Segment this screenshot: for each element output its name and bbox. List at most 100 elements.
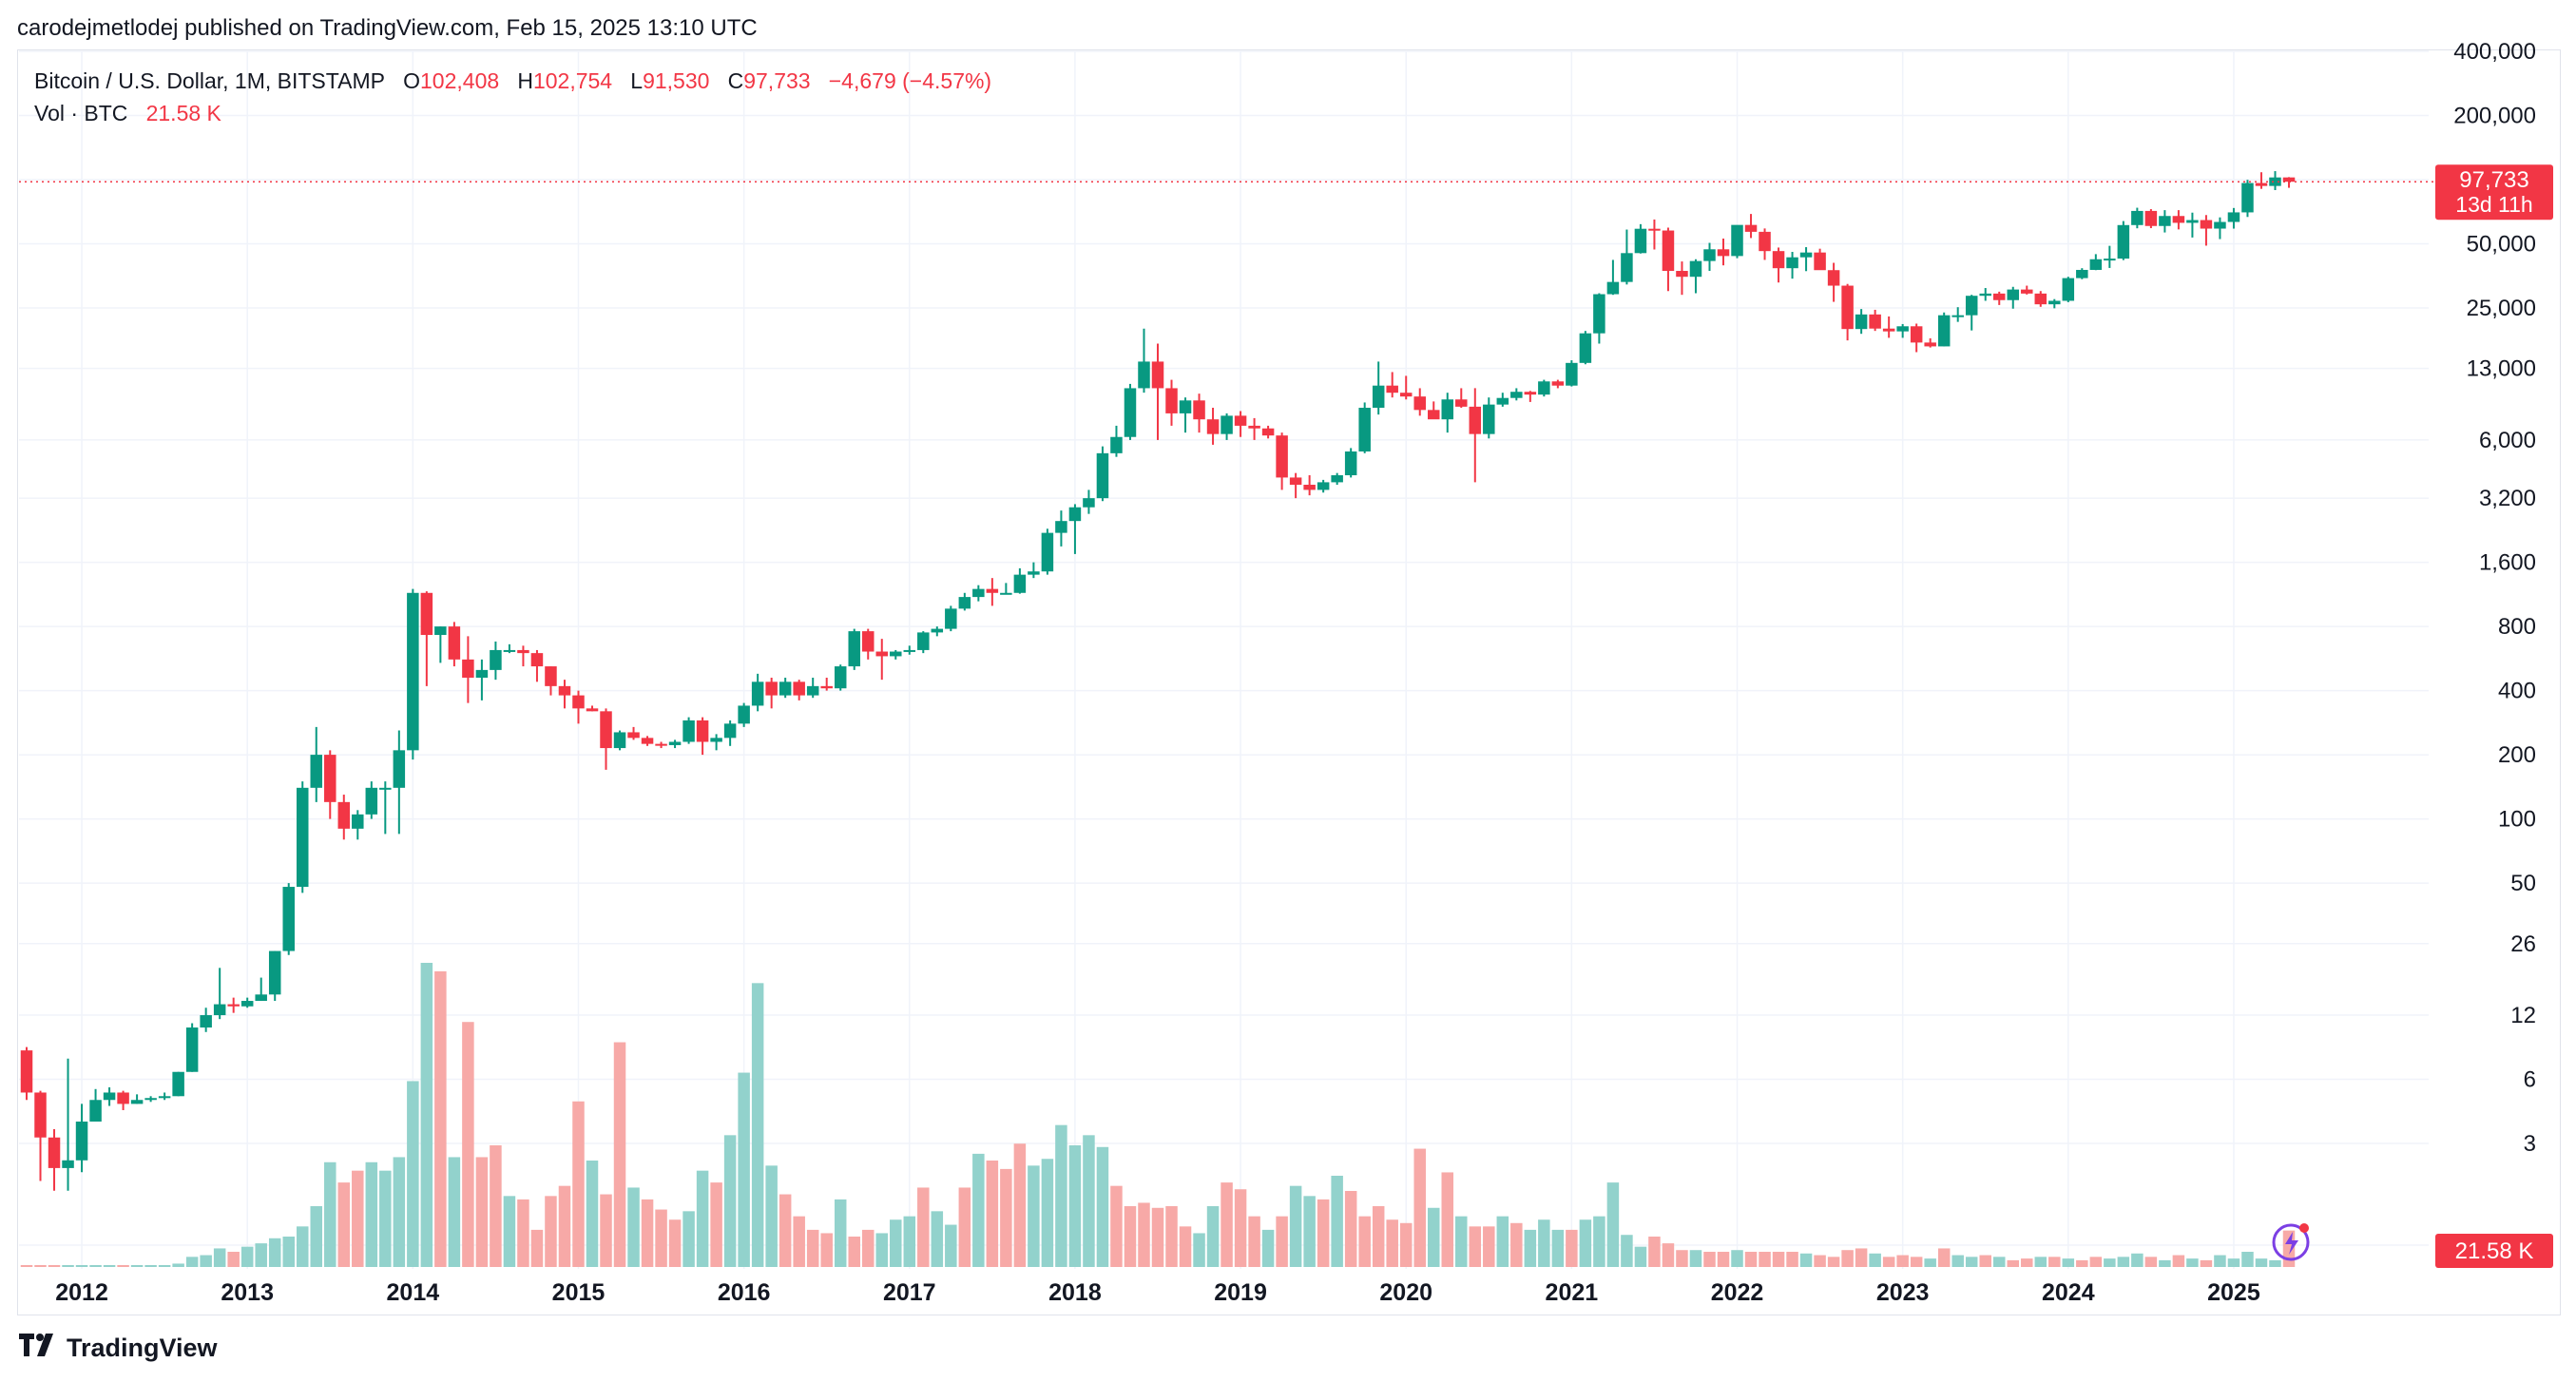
candle-body: [1538, 381, 1550, 395]
volume-bar: [1028, 1165, 1040, 1267]
volume-bar: [723, 1135, 737, 1267]
volume-bar: [2144, 1257, 2158, 1267]
candle-body: [530, 653, 544, 667]
volume-bar: [972, 1153, 985, 1267]
volume-bar: [2255, 1258, 2268, 1267]
candle-body: [1924, 342, 1936, 347]
volume-bar: [586, 1161, 599, 1267]
volume-bar: [1331, 1176, 1343, 1267]
candle-body: [103, 1092, 116, 1101]
volume-bar: [600, 1194, 612, 1267]
volume-bar: [2048, 1257, 2061, 1267]
candle-body: [1399, 393, 1413, 397]
candle-body: [1248, 425, 1260, 429]
candle-body: [1206, 419, 1220, 434]
candle-body: [2048, 300, 2061, 305]
countdown-label: 13d 11h: [2455, 192, 2532, 217]
volume-bar: [1937, 1248, 1951, 1267]
volume-bar: [185, 1257, 199, 1267]
volume-bar: [282, 1237, 295, 1267]
candle-body: [1496, 397, 1509, 405]
volume-bar: [1386, 1219, 1398, 1267]
open-label: O: [403, 68, 421, 93]
volume-bar: [1538, 1219, 1550, 1267]
volume-bar: [668, 1219, 682, 1267]
candle-body: [931, 628, 944, 633]
candle-body: [1124, 388, 1137, 437]
candle-body: [1965, 296, 1978, 316]
volume-bar: [20, 1265, 33, 1267]
candle-body: [1869, 314, 1881, 329]
volume-bar: [89, 1265, 102, 1267]
candle-body: [710, 738, 722, 742]
low-value: 91,530: [643, 68, 710, 93]
volume-bar: [1924, 1258, 1936, 1267]
volume-bar: [172, 1263, 184, 1267]
volume-bar: [1965, 1257, 1978, 1267]
candle-body: [903, 649, 916, 652]
candle-body: [558, 685, 571, 696]
candle-body: [1910, 326, 1923, 343]
ai-assistant-icon[interactable]: [2272, 1223, 2310, 1261]
candle-body: [1606, 281, 1620, 295]
y-tick-label: 12: [2510, 1003, 2536, 1028]
candle-body: [1717, 249, 1730, 257]
candle-body: [1317, 482, 1330, 490]
candle-body: [130, 1100, 144, 1104]
volume-bar: [2172, 1255, 2185, 1267]
candle-body: [986, 588, 999, 593]
volume-bar: [117, 1265, 129, 1267]
y-tick-label: 800: [2498, 614, 2536, 640]
candle-body: [793, 681, 805, 696]
volume-bar: [1717, 1252, 1730, 1267]
candle-body: [462, 659, 474, 679]
volume-bar: [1317, 1199, 1330, 1267]
volume-bar: [268, 1238, 281, 1267]
volume-bar: [517, 1199, 529, 1267]
candle-body: [379, 787, 392, 790]
volume-bar: [1455, 1216, 1468, 1267]
candle-body: [2282, 177, 2296, 182]
candle-body: [1427, 410, 1440, 420]
candle-body: [1455, 399, 1468, 407]
candle-body: [848, 631, 860, 667]
volume-bar: [751, 983, 764, 1267]
y-tick-label: 1,600: [2479, 550, 2536, 576]
volume-bar: [1744, 1252, 1758, 1267]
candle-body: [2269, 177, 2281, 186]
brand-name: TradingView: [67, 1333, 218, 1362]
candle-body: [613, 732, 626, 749]
volume-bar: [1206, 1206, 1220, 1267]
volume-bar: [462, 1022, 474, 1267]
volume-bar: [1979, 1255, 1991, 1267]
candle-body: [945, 608, 957, 629]
candle-body: [696, 720, 709, 742]
x-tick-label: 2015: [552, 1279, 606, 1306]
volume-bar: [227, 1252, 240, 1267]
y-tick-label: 100: [2498, 807, 2536, 833]
volume-bar: [1165, 1206, 1178, 1267]
candle-body: [324, 755, 336, 802]
candle-body: [779, 681, 792, 696]
volume-bar: [1510, 1222, 1523, 1267]
candle-body: [1744, 224, 1758, 232]
volume-bar: [255, 1243, 267, 1267]
y-tick-label: 3: [2524, 1131, 2536, 1157]
symbol-label[interactable]: Bitcoin / U.S. Dollar, 1M, BITSTAMP: [34, 68, 385, 93]
volume-bar: [144, 1265, 157, 1267]
volume-bar: [324, 1161, 336, 1267]
chart-frame[interactable]: [17, 49, 2561, 1315]
tradingview-branding[interactable]: TradingView: [19, 1333, 218, 1363]
candle-body: [751, 681, 764, 706]
volume-bar: [337, 1182, 351, 1267]
volume-bar: [696, 1170, 709, 1267]
candle-body: [2144, 210, 2158, 226]
candle-body: [1510, 392, 1523, 398]
volume-bar: [1041, 1159, 1054, 1267]
candle-body: [2241, 182, 2254, 213]
volume-bar: [1841, 1250, 1854, 1267]
volume-label[interactable]: Vol · BTC: [34, 101, 128, 125]
high-label: H: [517, 68, 533, 93]
candle-body: [1000, 592, 1012, 595]
